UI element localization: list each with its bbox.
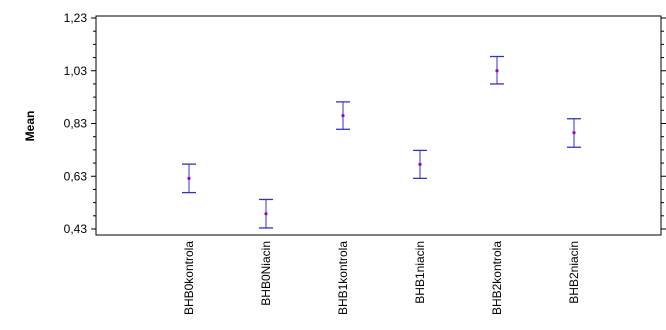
error-bar-bhb2kontrola xyxy=(490,55,504,85)
x-category-label: BHB1niacin xyxy=(413,241,427,304)
mean-point xyxy=(341,113,345,118)
mean-point xyxy=(187,176,191,180)
plot-area xyxy=(95,15,662,236)
x-axis: BHB0kontrola BHB0Niacin BHB1kontrola BHB1ni… xyxy=(182,241,581,315)
error-bar-bhb1niacin xyxy=(413,149,427,180)
y-tick-label: 0,83 xyxy=(64,117,88,131)
mean-point xyxy=(572,131,576,135)
y-tick-label: 1,03 xyxy=(64,64,88,78)
y-tick-label: 0,63 xyxy=(64,169,88,183)
x-category-label: BHB1kontrola xyxy=(336,241,350,315)
error-bar-bhb2niacin xyxy=(567,118,581,148)
x-category-label: BHB2kontrola xyxy=(490,241,504,315)
x-category-label: BHB0kontrola xyxy=(182,241,196,315)
error-bars xyxy=(182,55,581,229)
mean-point xyxy=(418,162,422,166)
x-category-label: BHB2niacin xyxy=(567,241,581,304)
mean-point xyxy=(495,69,499,73)
error-bar-bhb0kontrola xyxy=(182,163,196,194)
error-bar-bhb1kontrola xyxy=(336,101,350,130)
mean-point xyxy=(264,212,268,216)
y-axis-title: Mean xyxy=(23,111,37,142)
y-axis: 0,43 0,63 0,83 1,03 1,23 xyxy=(64,11,666,236)
error-bar-bhb0niacin xyxy=(259,198,273,229)
x-category-label: BHB0Niacin xyxy=(259,241,273,306)
y-tick-label: 0,43 xyxy=(64,222,88,236)
y-tick-label: 1,23 xyxy=(64,11,88,25)
